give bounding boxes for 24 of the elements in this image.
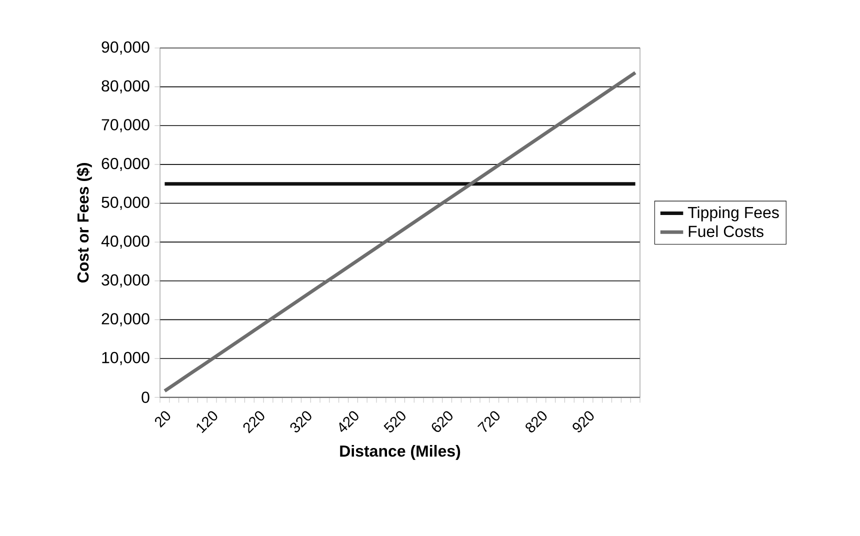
x-tick-label: 920 [572,411,594,432]
y-tick-label: 70,000 [102,119,150,132]
x-tick-label: 220 [243,411,264,434]
x-tick-label: 320 [290,411,312,432]
x-tick-label: 20 [154,411,170,428]
x-tick-label: 520 [384,411,406,432]
x-tick-label: 620 [432,411,452,432]
y-tick-label: 30,000 [102,274,150,288]
y-tick-label: 80,000 [102,80,150,94]
y-axis-title: Cost or Fees ($) [76,163,92,282]
y-tick-label: 10,000 [102,352,150,366]
y-tick-label: 90,000 [102,41,150,55]
y-tick-label: 0 [142,392,150,403]
y-tick-label: 20,000 [102,313,150,326]
x-tick-label: 820 [526,411,547,432]
y-tick-label: 50,000 [102,196,150,210]
y-tick-label: 40,000 [101,235,150,249]
x-axis-title: Distance (Miles) [340,444,460,460]
y-tick-label: 60,000 [102,158,150,172]
legend-label: Tipping Fees [688,206,779,222]
x-tick-label: 720 [477,411,500,432]
legend-label: Fuel Costs [688,225,764,238]
x-tick-label: 120 [196,411,218,434]
x-tick-label: 420 [339,411,358,432]
